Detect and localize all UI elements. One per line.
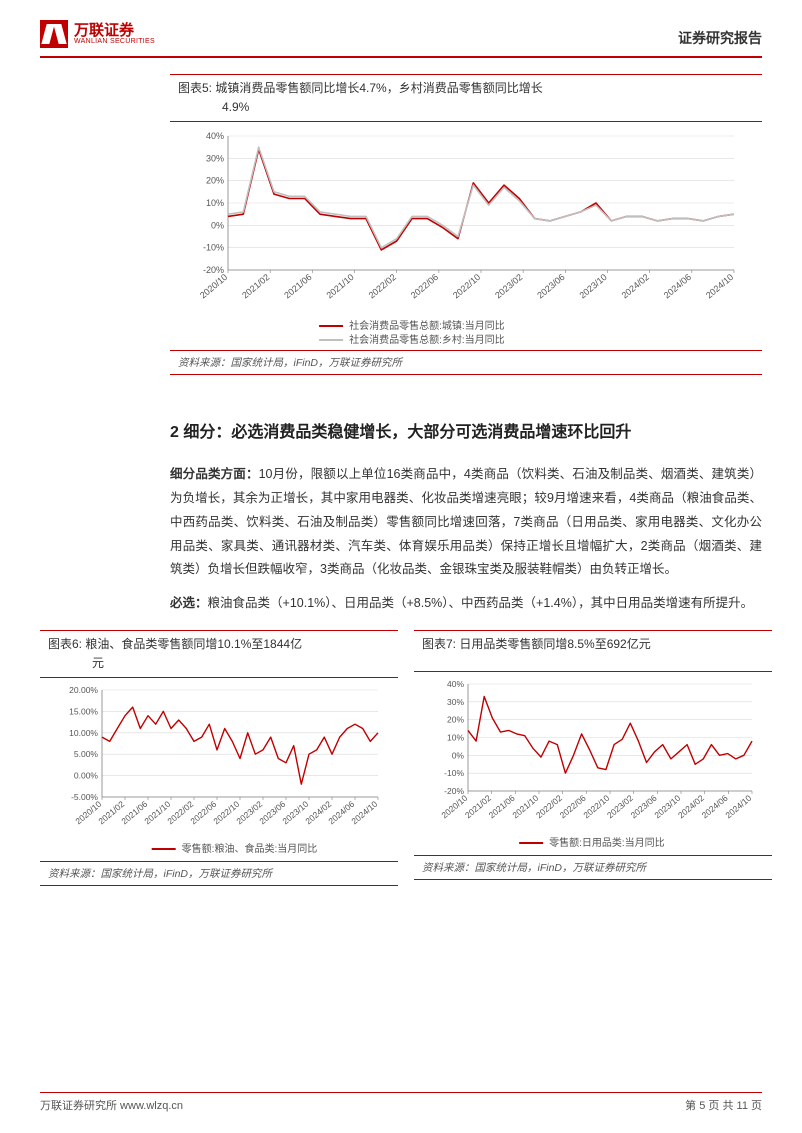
figure-6: 图表6: 粮油、食品类零售额同增10.1%至1844亿 元 -5.00%0.00… [40, 630, 398, 886]
para2-bold: 必选： [170, 596, 208, 610]
figure-5-title-1: 城镇消费品零售额同比增长4.7%，乡村消费品零售额同比增长 [215, 81, 542, 95]
footer-left: 万联证券研究所 www.wlzq.cn [40, 1097, 183, 1113]
figure-7: 图表7: 日用品类零售额同增8.5%至692亿元 -20%-10%0%10%20… [414, 630, 772, 886]
svg-text:2022/02: 2022/02 [367, 272, 398, 301]
svg-text:2022/06: 2022/06 [409, 272, 440, 301]
figure-6-chart: -5.00%0.00%5.00%10.00%15.00%20.00%2020/1… [40, 678, 398, 861]
svg-text:2023/02: 2023/02 [493, 272, 524, 301]
figure-5-title: 图表5: 城镇消费品零售额同比增长4.7%，乡村消费品零售额同比增长 4.9% [170, 74, 762, 122]
svg-text:零售额:日用品类:当月同比: 零售额:日用品类:当月同比 [549, 836, 665, 849]
figure-6-prefix: 图表6: [48, 637, 82, 651]
figure-7-title: 图表7: 日用品类零售额同增8.5%至692亿元 [414, 630, 772, 672]
figure-5-chart: -20%-10%0%10%20%30%40%2020/102021/022021… [170, 122, 762, 350]
figure-5-source: 资料来源：国家统计局，iFinD，万联证券研究所 [170, 350, 762, 375]
figure-7-prefix: 图表7: [422, 637, 456, 651]
logo-icon [40, 20, 68, 48]
figure-5: 图表5: 城镇消费品零售额同比增长4.7%，乡村消费品零售额同比增长 4.9% … [170, 74, 762, 375]
svg-text:社会消费品零售总额:乡村:当月同比: 社会消费品零售总额:乡村:当月同比 [349, 333, 505, 346]
chart-5-svg: -20%-10%0%10%20%30%40%2020/102021/022021… [184, 128, 744, 348]
svg-text:5.00%: 5.00% [74, 749, 99, 759]
page-footer: 万联证券研究所 www.wlzq.cn 第 5 页 共 11 页 [40, 1092, 762, 1113]
chart-7-svg: -20%-10%0%10%20%30%40%2020/102021/022021… [428, 678, 758, 853]
figure-7-chart: -20%-10%0%10%20%30%40%2020/102021/022021… [414, 672, 772, 855]
para1-bold: 细分品类方面： [170, 467, 259, 481]
svg-text:-10%: -10% [444, 768, 464, 778]
svg-text:零售额:粮油、食品类:当月同比: 零售额:粮油、食品类:当月同比 [182, 842, 318, 855]
logo-cn: 万联证券 [74, 23, 155, 38]
footer-right: 第 5 页 共 11 页 [685, 1097, 762, 1113]
logo: 万联证券 WANLIAN SECURITIES [40, 20, 155, 48]
svg-text:2024/02: 2024/02 [620, 272, 651, 301]
figure-7-source: 资料来源：国家统计局，iFinD，万联证券研究所 [414, 855, 772, 880]
svg-text:40%: 40% [447, 679, 464, 689]
section-2-para-2: 必选：粮油食品类（+10.1%）、日用品类（+8.5%）、中西药品类（+1.4%… [170, 592, 762, 616]
svg-text:0%: 0% [452, 750, 465, 760]
svg-text:10.00%: 10.00% [69, 728, 98, 738]
page-header: 万联证券 WANLIAN SECURITIES 证券研究报告 [40, 20, 762, 58]
svg-text:15.00%: 15.00% [69, 707, 98, 717]
logo-text: 万联证券 WANLIAN SECURITIES [74, 23, 155, 45]
svg-text:20.00%: 20.00% [69, 685, 98, 695]
svg-text:2021/02: 2021/02 [240, 272, 271, 301]
svg-text:0%: 0% [211, 221, 224, 231]
section-2-heading: 2 细分：必选消费品类稳健增长，大部分可选消费品增速环比回升 [170, 413, 762, 453]
svg-text:0.00%: 0.00% [74, 771, 99, 781]
svg-text:2024/06: 2024/06 [662, 272, 693, 301]
para1-body: 10月份，限额以上单位16类商品中，4类商品（饮料类、石油及制品类、烟酒类、建筑… [170, 467, 762, 576]
svg-text:2021/10: 2021/10 [324, 272, 355, 301]
svg-text:-10%: -10% [203, 243, 224, 253]
figure-7-title-1: 日用品类零售额同增8.5%至692亿元 [459, 637, 650, 651]
svg-text:2020/10: 2020/10 [198, 272, 229, 301]
figure-6-title: 图表6: 粮油、食品类零售额同增10.1%至1844亿 元 [40, 630, 398, 678]
figure-6-title-2: 元 [92, 656, 104, 670]
figure-5-prefix: 图表5: [178, 81, 212, 95]
figure-5-title-2: 4.9% [222, 100, 249, 114]
svg-text:30%: 30% [206, 154, 224, 164]
svg-text:20%: 20% [206, 176, 224, 186]
svg-text:30%: 30% [447, 697, 464, 707]
svg-text:2024/10: 2024/10 [349, 799, 379, 827]
svg-text:2024/10: 2024/10 [704, 272, 735, 301]
svg-text:20%: 20% [447, 715, 464, 725]
logo-en: WANLIAN SECURITIES [74, 38, 155, 45]
svg-text:2023/06: 2023/06 [535, 272, 566, 301]
svg-text:10%: 10% [206, 198, 224, 208]
section-2-para-1: 细分品类方面：10月份，限额以上单位16类商品中，4类商品（饮料类、石油及制品类… [170, 463, 762, 582]
report-type: 证券研究报告 [678, 28, 762, 48]
svg-text:2024/10: 2024/10 [723, 793, 753, 821]
para2-body: 粮油食品类（+10.1%）、日用品类（+8.5%）、中西药品类（+1.4%），其… [208, 596, 754, 610]
figures-6-7-row: 图表6: 粮油、食品类零售额同增10.1%至1844亿 元 -5.00%0.00… [40, 630, 762, 886]
svg-text:2023/10: 2023/10 [577, 272, 608, 301]
svg-text:2021/06: 2021/06 [282, 272, 313, 301]
svg-text:40%: 40% [206, 131, 224, 141]
svg-text:2022/10: 2022/10 [451, 272, 482, 301]
figure-6-title-1: 粮油、食品类零售额同增10.1%至1844亿 [85, 637, 302, 651]
chart-6-svg: -5.00%0.00%5.00%10.00%15.00%20.00%2020/1… [54, 684, 384, 859]
svg-text:10%: 10% [447, 732, 464, 742]
figure-6-source: 资料来源：国家统计局，iFinD，万联证券研究所 [40, 861, 398, 886]
svg-text:社会消费品零售总额:城镇:当月同比: 社会消费品零售总额:城镇:当月同比 [349, 319, 505, 332]
